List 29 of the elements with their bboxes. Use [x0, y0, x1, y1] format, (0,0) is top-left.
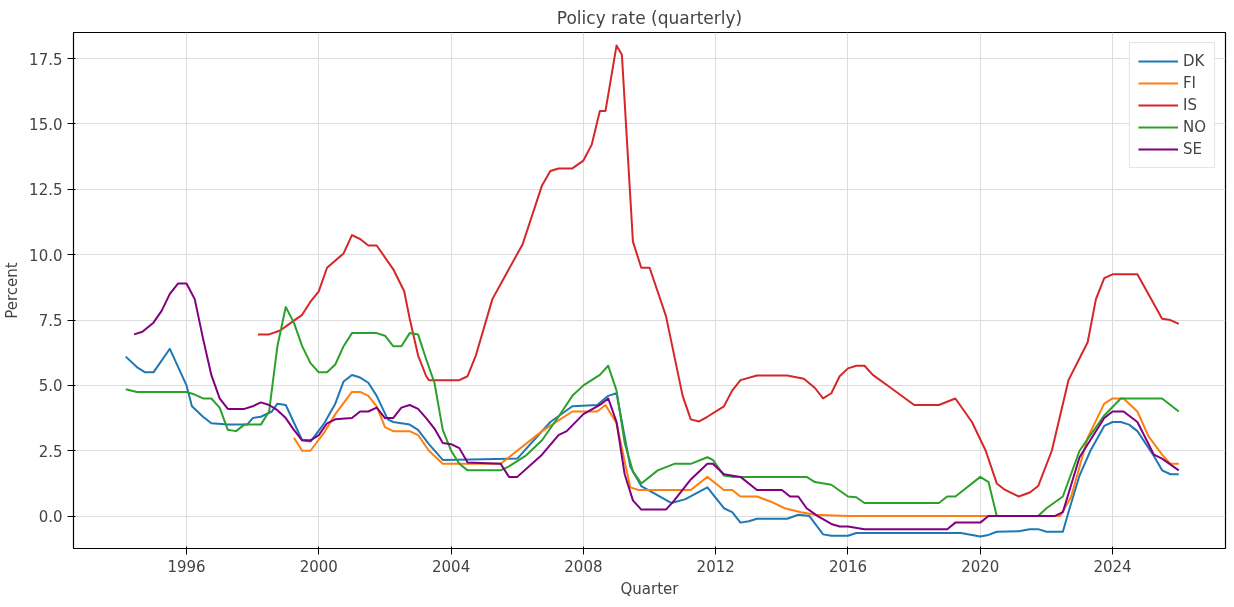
- legend-label: DK: [1182, 52, 1205, 70]
- x-tick-label: 2004: [432, 557, 471, 576]
- y-tick-label: 12.5: [29, 181, 63, 200]
- x-tick-label: 2020: [961, 557, 1000, 576]
- line-series: [133, 282, 1180, 531]
- legend-label: NO: [1182, 118, 1206, 136]
- y-tick-label: 10.0: [29, 246, 63, 265]
- y-tick-label: 2.5: [38, 442, 63, 461]
- legend-label: FI: [1182, 74, 1198, 92]
- line-series: [257, 44, 1180, 498]
- legend-label: SE: [1182, 140, 1203, 158]
- x-tick-label: 2016: [828, 557, 868, 576]
- line-series: [124, 305, 1180, 518]
- legend-label: IS: [1182, 96, 1198, 114]
- y-tick-label: 17.5: [29, 50, 63, 69]
- x-tick-label: 2024: [1093, 557, 1132, 576]
- y-axis-title: Percent: [3, 262, 22, 319]
- x-tick-label: 2000: [299, 557, 338, 576]
- y-tick-label: 7.5: [38, 312, 63, 331]
- y-tick-label: 5.0: [38, 377, 63, 396]
- y-tick-label: 0.0: [38, 508, 63, 527]
- x-axis-title: Quarter: [620, 579, 680, 598]
- chart-title: Policy rate (quarterly): [556, 7, 743, 28]
- x-tick-label: 2008: [564, 557, 603, 576]
- line-series: [124, 347, 1180, 538]
- y-tick-label: 15.0: [29, 115, 63, 134]
- x-tick-label: 2012: [696, 557, 735, 576]
- line-series: [292, 390, 1180, 518]
- x-tick-label: 1996: [167, 557, 206, 576]
